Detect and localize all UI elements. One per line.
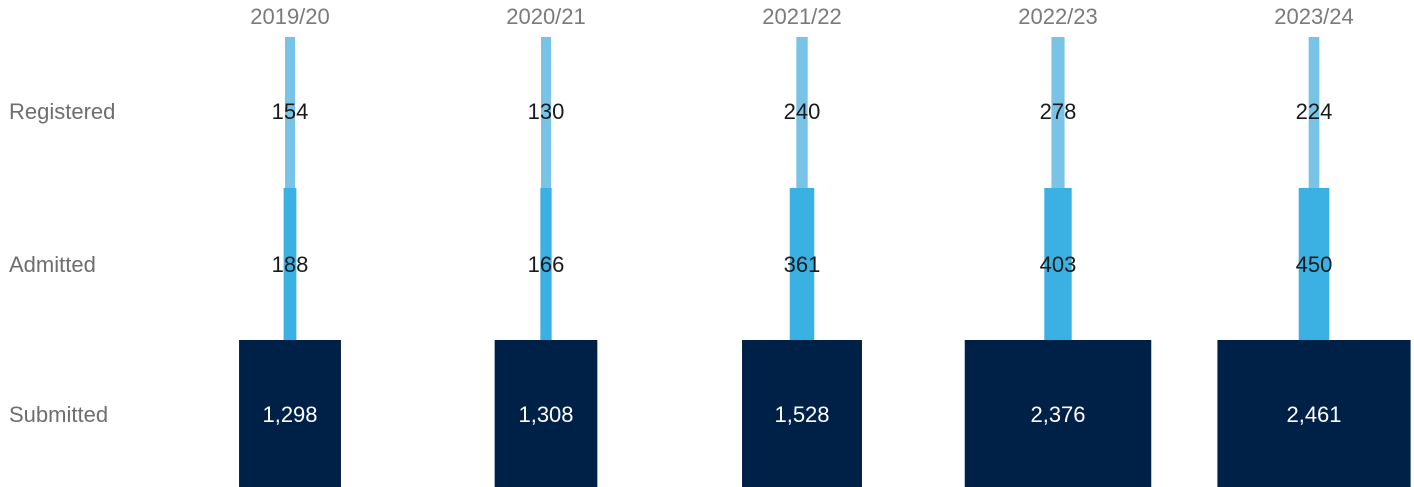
bar-admitted-2021-22 [789, 188, 815, 340]
row-label-registered: Registered [9, 99, 115, 124]
value-label-submitted-2021-22: 1,528 [774, 402, 829, 427]
bar-admitted-2023-24 [1298, 188, 1330, 340]
bar-submitted-2023-24 [1217, 340, 1411, 487]
row-labels: Registered Admitted Submitted [9, 99, 115, 427]
value-label-admitted-2023-24: 450 [1296, 252, 1333, 277]
bar-submitted-2022-23 [964, 340, 1152, 487]
bars [239, 37, 1411, 487]
value-label-registered-2021-22: 240 [784, 99, 821, 124]
bar-registered-2019-20 [285, 37, 295, 188]
bar-registered-2022-23 [1051, 37, 1065, 188]
row-label-admitted: Admitted [9, 252, 96, 277]
bar-registered-2021-22 [796, 37, 808, 188]
year-label-2022-23: 2022/23 [1018, 4, 1098, 29]
row-label-submitted: Submitted [9, 402, 108, 427]
bar-admitted-2020-21 [540, 188, 552, 340]
value-labels: 154 130 240 278 224 188 166 361 403 450 1,298 1,308… [262, 99, 1341, 427]
value-label-admitted-2019-20: 188 [272, 252, 309, 277]
value-label-registered-2020-21: 130 [528, 99, 565, 124]
value-label-registered-2019-20: 154 [272, 99, 309, 124]
value-label-submitted-2019-20: 1,298 [262, 402, 317, 427]
value-label-submitted-2022-23: 2,376 [1030, 402, 1085, 427]
year-label-2019-20: 2019/20 [250, 4, 330, 29]
value-label-registered-2022-23: 278 [1040, 99, 1077, 124]
bar-admitted-2019-20 [283, 188, 297, 340]
bar-submitted-2020-21 [494, 340, 598, 487]
bar-registered-2023-24 [1308, 37, 1320, 188]
value-label-admitted-2022-23: 403 [1040, 252, 1077, 277]
year-label-2023-24: 2023/24 [1274, 4, 1354, 29]
bar-admitted-2022-23 [1044, 188, 1072, 340]
value-label-admitted-2021-22: 361 [784, 252, 821, 277]
bar-submitted-2021-22 [742, 340, 862, 487]
year-labels: 2019/20 2020/21 2021/22 2022/23 2023/24 [250, 4, 1354, 29]
bar-submitted-2019-20 [239, 340, 341, 487]
value-label-registered-2023-24: 224 [1296, 99, 1333, 124]
value-label-admitted-2020-21: 166 [528, 252, 565, 277]
value-label-submitted-2023-24: 2,461 [1286, 402, 1341, 427]
year-label-2020-21: 2020/21 [506, 4, 586, 29]
value-label-submitted-2020-21: 1,308 [518, 402, 573, 427]
bar-registered-2020-21 [541, 37, 551, 188]
year-label-2021-22: 2021/22 [762, 4, 842, 29]
